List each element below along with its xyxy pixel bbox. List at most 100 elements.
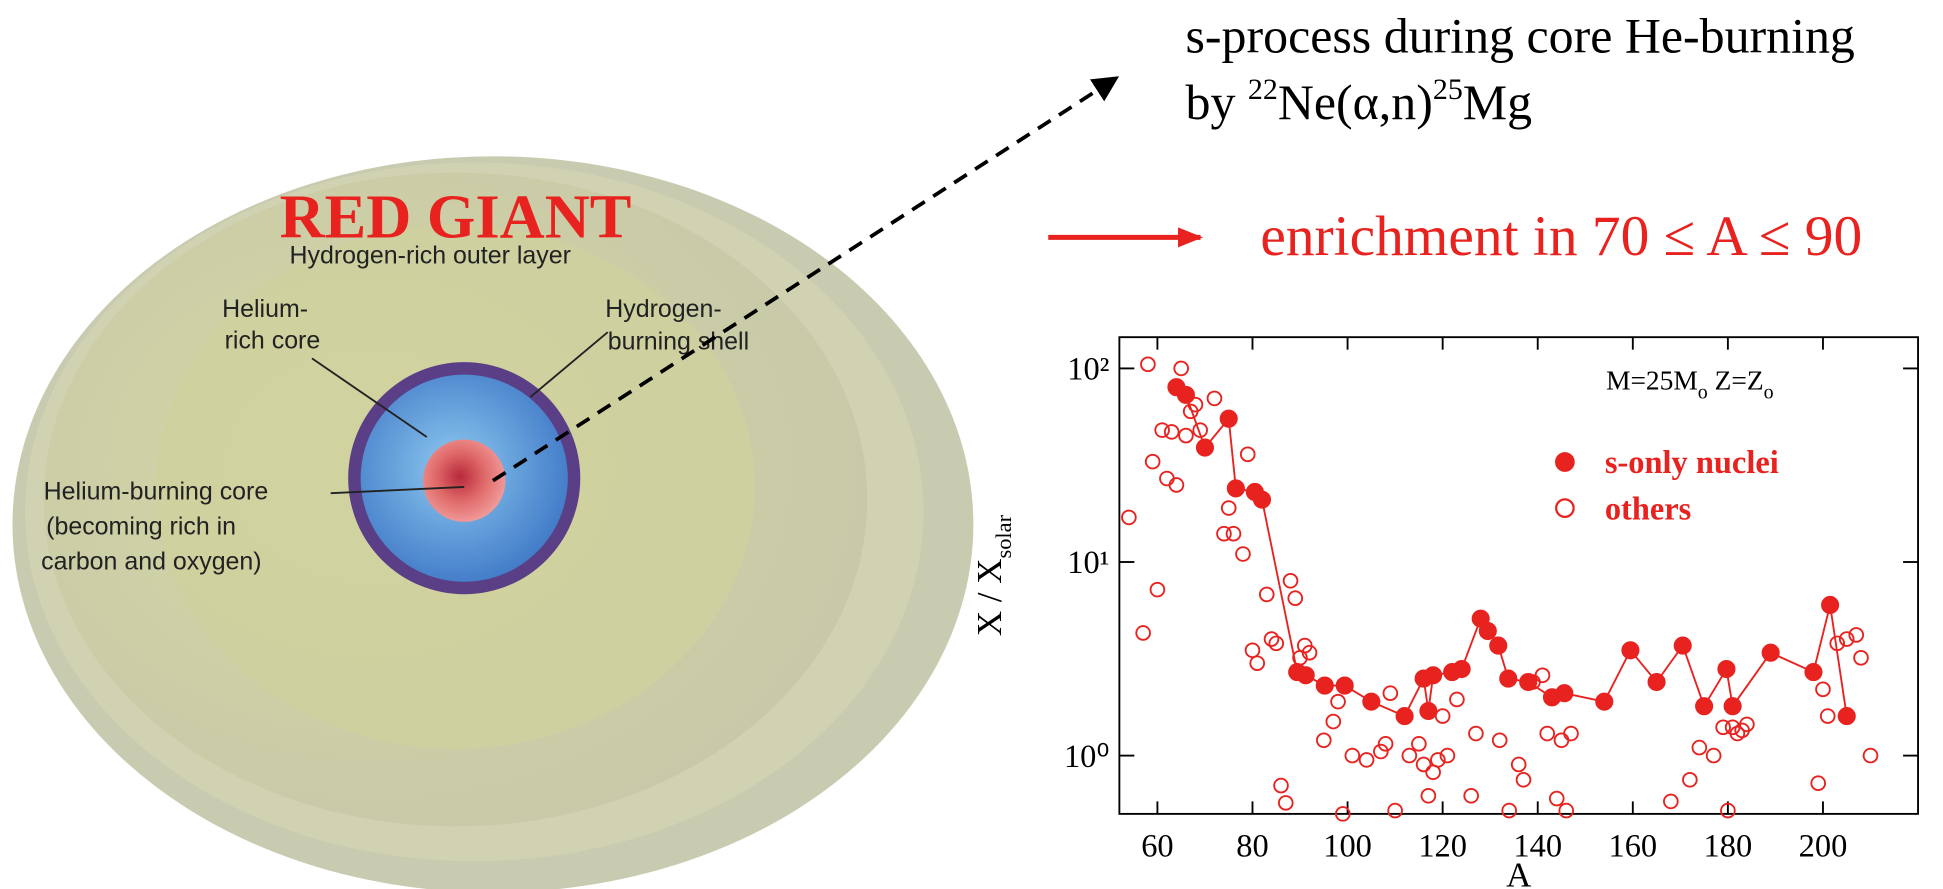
open-point xyxy=(1273,777,1289,794)
legend-marker xyxy=(1555,452,1575,472)
open-point xyxy=(1121,509,1137,526)
legend-label: others xyxy=(1605,491,1691,527)
conclusion: enrichment in 70 ≤ A ≤ 90 xyxy=(1260,205,1862,268)
open-point xyxy=(1663,793,1679,810)
open-point xyxy=(1335,806,1351,822)
mass-number: 25 xyxy=(1433,73,1463,106)
open-point xyxy=(1216,525,1232,542)
annotation-part: Z=Z xyxy=(1708,366,1764,396)
layer-label: Helium- xyxy=(222,295,308,323)
open-point xyxy=(1468,725,1484,742)
filled-point xyxy=(1226,479,1245,498)
x-tick-label: 120 xyxy=(1418,828,1467,864)
open-point xyxy=(1382,685,1399,702)
open-point xyxy=(1848,627,1865,643)
open-point xyxy=(1263,631,1280,647)
filled-point xyxy=(1723,697,1742,716)
leader-line xyxy=(529,331,609,398)
leader-line xyxy=(311,357,428,438)
y-tick-label: 10¹ xyxy=(1067,545,1109,581)
filled-point xyxy=(1804,663,1823,682)
filled-point xyxy=(1419,701,1438,721)
filled-point xyxy=(1478,621,1497,641)
filled-point xyxy=(1717,659,1736,679)
open-point xyxy=(1173,360,1189,377)
filled-point xyxy=(1452,659,1471,679)
open-point xyxy=(1691,739,1708,756)
open-point xyxy=(1715,719,1731,736)
y-axis-label: X / Xsolar xyxy=(970,514,1016,636)
filled-point xyxy=(1335,676,1354,695)
x-tick-label: 180 xyxy=(1704,828,1753,864)
open-point xyxy=(1287,590,1304,607)
open-point xyxy=(1135,625,1151,641)
y-tick-label: 10² xyxy=(1067,352,1109,388)
x-tick-label: 200 xyxy=(1799,828,1848,864)
open-point xyxy=(1411,736,1427,752)
layer-label: burning shell xyxy=(608,328,749,356)
filled-point xyxy=(1176,385,1195,404)
open-point xyxy=(1282,572,1299,589)
filled-point xyxy=(1821,595,1840,615)
layer-label: carbon and oxygen) xyxy=(41,547,261,575)
open-point xyxy=(1463,787,1479,804)
open-point xyxy=(1682,771,1698,788)
plot-frame xyxy=(1118,336,1919,815)
open-point xyxy=(1430,752,1446,768)
open-point xyxy=(1225,525,1242,542)
open-point xyxy=(1239,446,1256,463)
reaction-part: by xyxy=(1186,75,1248,130)
open-point xyxy=(1358,752,1375,768)
open-point xyxy=(1249,655,1266,672)
open-point xyxy=(1434,708,1451,724)
open-point xyxy=(1220,500,1237,516)
open-point xyxy=(1439,747,1456,764)
open-point xyxy=(1548,790,1565,807)
heading: s-process during core He-burning xyxy=(1186,9,1855,64)
annotation: M=25Mo Z=Zo xyxy=(1606,366,1774,404)
open-point xyxy=(1558,802,1575,819)
open-point xyxy=(1330,693,1346,710)
open-point xyxy=(1539,725,1556,742)
open-point xyxy=(1401,747,1418,764)
open-point xyxy=(1159,470,1175,487)
open-point xyxy=(1144,453,1161,470)
reaction-part: Ne(α,n) xyxy=(1278,75,1433,130)
open-point xyxy=(1377,736,1394,752)
filled-point xyxy=(1424,666,1443,685)
filled-point xyxy=(1595,692,1614,711)
filled-point xyxy=(1395,707,1414,726)
open-point xyxy=(1862,747,1879,764)
y-label-sub: solar xyxy=(991,514,1016,558)
annotation-part: M=25M xyxy=(1606,366,1698,396)
burning-core xyxy=(423,439,506,522)
filled-point xyxy=(1252,490,1272,509)
annotation-part: o xyxy=(1698,381,1708,403)
filled-point xyxy=(1647,672,1666,692)
open-point xyxy=(1553,732,1570,749)
open-point xyxy=(1815,681,1831,698)
open-point xyxy=(1373,743,1389,760)
x-tick-label: 100 xyxy=(1323,828,1372,864)
open-point xyxy=(1387,802,1403,819)
open-point xyxy=(1838,631,1855,647)
open-point xyxy=(1168,477,1185,493)
filled-point xyxy=(1489,636,1508,655)
open-point xyxy=(1140,356,1156,373)
open-point xyxy=(1277,795,1294,811)
open-point xyxy=(1344,747,1361,764)
open-point xyxy=(1819,708,1836,724)
mass-number: 22 xyxy=(1248,73,1278,106)
filled-point xyxy=(1315,676,1334,695)
open-point xyxy=(1720,802,1736,819)
filled-point xyxy=(1621,641,1640,660)
layer-label: (becoming rich in xyxy=(46,512,236,540)
open-point xyxy=(1420,787,1437,804)
legend-marker xyxy=(1555,498,1575,519)
reaction-part: Mg xyxy=(1463,75,1532,130)
annotation-part: o xyxy=(1764,381,1774,403)
open-point xyxy=(1515,771,1532,788)
open-point xyxy=(1563,725,1579,742)
filled-point xyxy=(1362,692,1381,711)
